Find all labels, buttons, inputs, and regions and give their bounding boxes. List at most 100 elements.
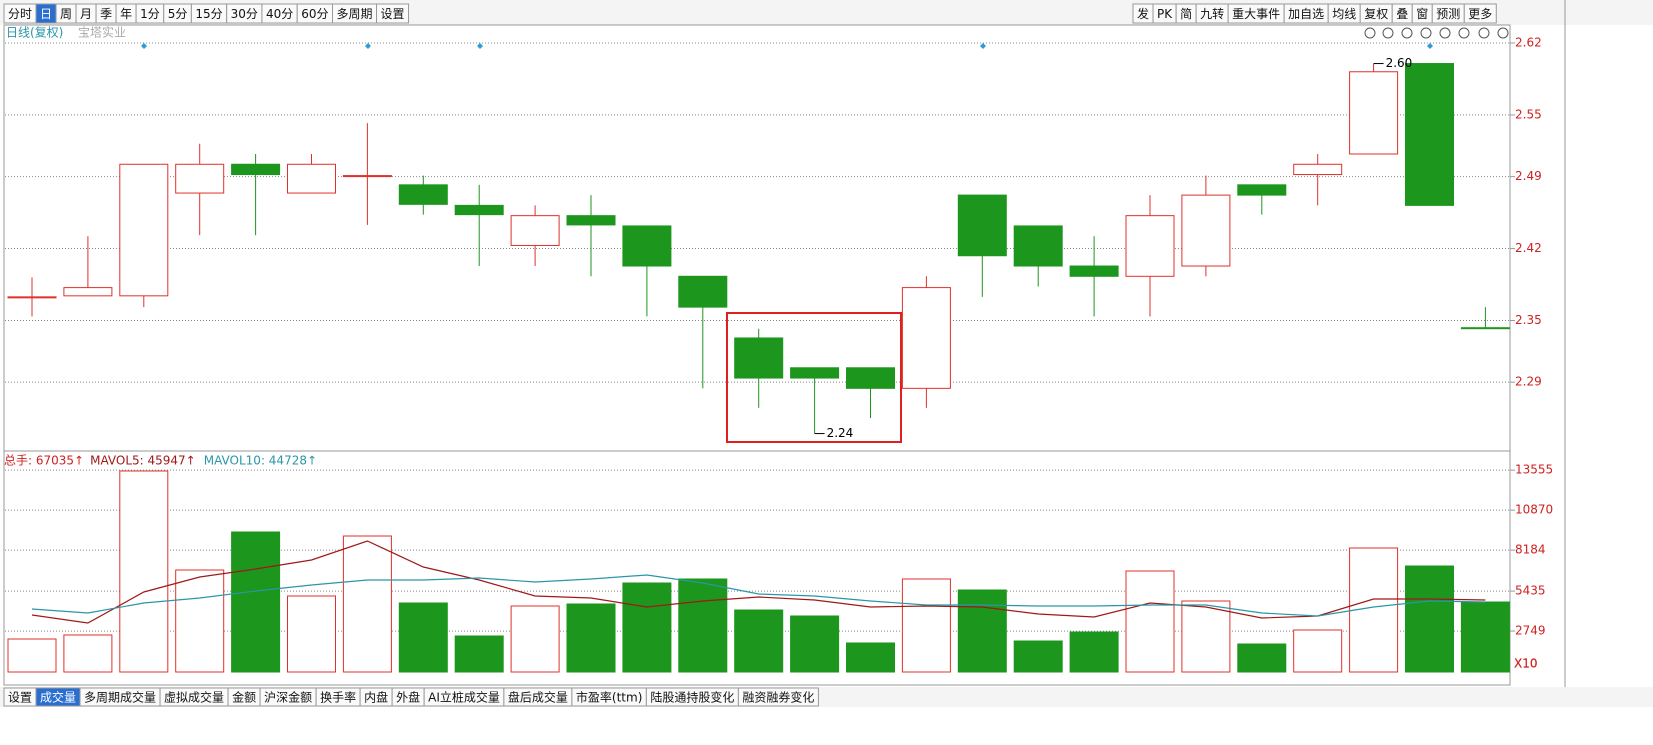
period-tab[interactable]: 15分 (190, 3, 228, 24)
tool-button[interactable]: PK (1152, 3, 1177, 24)
tool-button[interactable]: 均线 (1327, 3, 1361, 24)
period-tab[interactable]: 60分 (296, 3, 333, 24)
tool-icon[interactable] (1382, 27, 1394, 39)
period-tab-label[interactable]: 60分 (301, 7, 328, 21)
indicator-tab[interactable]: 虚拟成交量 (159, 687, 229, 707)
tool-button-label[interactable]: 发 (1137, 6, 1149, 21)
volume-bar (566, 603, 616, 673)
indicator-tab-bg[interactable] (737, 687, 819, 707)
tool-icon[interactable] (1420, 27, 1432, 39)
y-tick-label: 2.35 (1515, 313, 1542, 327)
event-marker[interactable] (365, 43, 371, 49)
indicator-tab[interactable]: 外盘 (391, 687, 425, 707)
period-tab-label[interactable]: 30分 (231, 7, 258, 21)
volume-title: 总手: 67035↑ (4, 454, 84, 468)
indicator-tab[interactable]: AI立桩成交量 (423, 687, 505, 707)
indicator-tab[interactable]: 陆股通持股变化 (645, 687, 739, 707)
period-tab[interactable]: 季 (95, 3, 117, 24)
period-tab-label[interactable]: 多周期 (337, 7, 373, 21)
period-tab[interactable]: 日 (35, 3, 57, 24)
indicator-tab[interactable]: 盘后成交量 (503, 687, 573, 707)
indicator-tab-label[interactable]: 沪深金额 (264, 690, 312, 705)
period-tab-label[interactable]: 15分 (195, 7, 222, 21)
tool-button[interactable]: 简 (1175, 3, 1197, 24)
event-marker[interactable] (980, 43, 986, 49)
tool-button[interactable]: 九转 (1195, 3, 1229, 24)
tool-button-label[interactable]: 加自选 (1288, 7, 1324, 21)
period-tab[interactable]: 分时 (3, 3, 37, 24)
indicator-tab-label[interactable]: 盘后成交量 (508, 690, 568, 705)
tool-button-label[interactable]: 窗 (1416, 7, 1428, 21)
indicator-tab[interactable]: 设置 (3, 687, 37, 707)
tool-button[interactable]: 预测 (1431, 3, 1465, 24)
event-marker[interactable] (477, 43, 483, 49)
tool-button-label[interactable]: 叠 (1396, 7, 1408, 21)
tool-button[interactable]: 更多 (1463, 3, 1497, 24)
event-marker[interactable] (1427, 43, 1433, 49)
indicator-tab-label[interactable]: 融资融券变化 (742, 690, 814, 705)
indicator-tab-label[interactable]: 换手率 (320, 690, 356, 705)
period-tab-bg[interactable] (376, 3, 410, 24)
indicator-tab-label[interactable]: 内盘 (364, 690, 388, 705)
tool-button-label[interactable]: 更多 (1468, 7, 1492, 21)
tool-icon[interactable] (1458, 27, 1470, 39)
indicator-tab-label[interactable]: 虚拟成交量 (164, 690, 224, 705)
indicator-tab-label[interactable]: 金额 (232, 690, 256, 705)
tool-button-label[interactable]: 预测 (1436, 7, 1460, 21)
tool-button[interactable]: 加自选 (1283, 3, 1329, 24)
indicator-tab[interactable]: 融资融券变化 (737, 687, 819, 707)
tool-button[interactable]: 复权 (1359, 3, 1393, 24)
indicator-tab[interactable]: 沪深金额 (259, 687, 317, 707)
indicator-tab[interactable]: 市盈率(ttm) (571, 687, 647, 707)
candle-body (7, 296, 57, 299)
tool-button-label[interactable]: 复权 (1364, 7, 1388, 21)
indicator-tab[interactable]: 多周期成交量 (79, 687, 161, 707)
tool-icon[interactable] (1439, 27, 1451, 39)
period-tab-label[interactable]: 月 (80, 7, 92, 21)
indicator-tab-label[interactable]: 外盘 (396, 690, 420, 705)
tool-icon[interactable] (1401, 27, 1413, 39)
period-tab[interactable]: 30分 (226, 3, 263, 24)
period-tab[interactable]: 1分 (135, 3, 165, 24)
tool-button[interactable]: 重大事件 (1227, 3, 1285, 24)
period-tab[interactable]: 周 (55, 3, 77, 24)
period-tab[interactable]: 年 (115, 3, 137, 24)
indicator-tab[interactable]: 内盘 (359, 687, 393, 707)
indicator-tab[interactable]: 换手率 (315, 687, 361, 707)
tool-button[interactable]: 叠 (1391, 3, 1413, 24)
indicator-tab[interactable]: 金额 (227, 687, 261, 707)
tool-button-label[interactable]: 九转 (1200, 6, 1224, 21)
period-tab-label[interactable]: 年 (120, 7, 132, 21)
tool-button-label[interactable]: PK (1157, 7, 1173, 21)
tool-button-label[interactable]: 重大事件 (1232, 7, 1280, 21)
period-tab-label[interactable]: 分时 (8, 7, 32, 21)
period-tab[interactable]: 月 (75, 3, 97, 24)
period-tab[interactable]: 40分 (261, 3, 298, 24)
tool-button-bg[interactable] (1463, 3, 1497, 24)
tool-icon[interactable] (1478, 27, 1490, 39)
period-tab[interactable]: 设置 (376, 3, 410, 24)
indicator-tab-label[interactable]: 设置 (8, 691, 32, 705)
period-tab-label[interactable]: 日 (40, 7, 52, 21)
period-tab[interactable]: 5分 (163, 3, 192, 24)
period-tab-label[interactable]: 40分 (266, 7, 293, 21)
indicator-tab-label[interactable]: AI立桩成交量 (428, 690, 500, 705)
period-tab-label[interactable]: 1分 (140, 7, 160, 21)
period-tab-label[interactable]: 周 (60, 7, 72, 21)
period-tab-label[interactable]: 季 (100, 7, 112, 21)
tool-icon[interactable] (1364, 27, 1376, 39)
indicator-tab-label[interactable]: 市盈率(ttm) (576, 690, 642, 705)
event-marker[interactable] (141, 43, 147, 49)
tool-icon[interactable] (1497, 27, 1509, 39)
tool-button[interactable]: 发 (1132, 3, 1154, 24)
indicator-tab-label[interactable]: 多周期成交量 (84, 690, 156, 705)
indicator-tab-label[interactable]: 陆股通持股变化 (650, 690, 734, 705)
tool-button-label[interactable]: 简 (1180, 7, 1192, 21)
tool-button[interactable]: 窗 (1411, 3, 1433, 24)
period-tab[interactable]: 多周期 (332, 3, 378, 24)
period-tab-label[interactable]: 设置 (381, 7, 405, 21)
period-tab-label[interactable]: 5分 (168, 7, 188, 21)
indicator-tab-label[interactable]: 成交量 (40, 690, 76, 705)
indicator-tab[interactable]: 成交量 (35, 687, 81, 707)
tool-button-label[interactable]: 均线 (1332, 7, 1356, 21)
